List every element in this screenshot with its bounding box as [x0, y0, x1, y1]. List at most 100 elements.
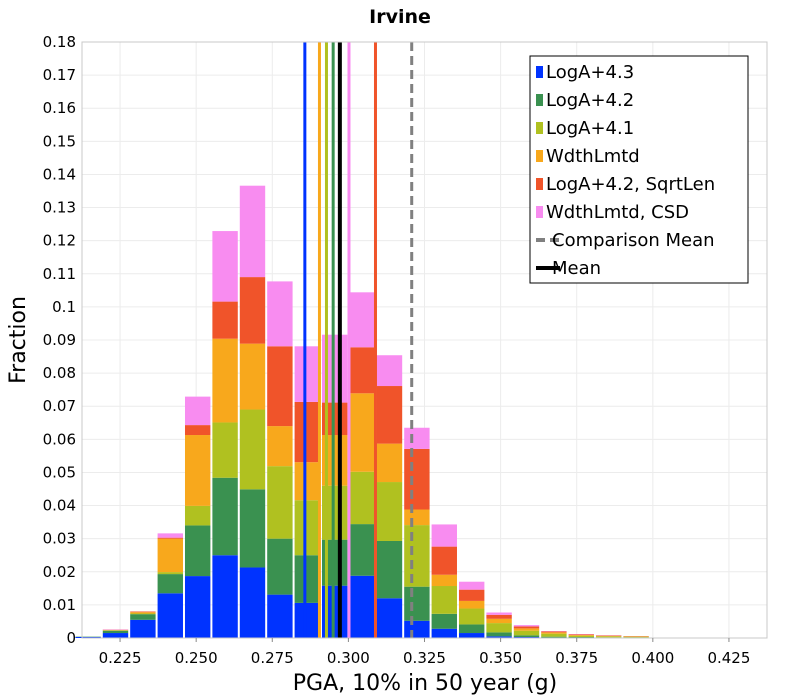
bar-loga-4-2-sqrtlen-bin-13	[431, 546, 457, 575]
bar-wdthlmtd-csd-bin-10	[349, 292, 375, 348]
bar-wdthlmtd-csd-bin-7	[267, 281, 293, 347]
y-tick-label: 0.18	[43, 33, 76, 51]
bar-loga-4-2-bin-15	[486, 632, 512, 637]
bar-loga-4-3-bin-14	[458, 633, 485, 638]
bar-loga-4-3-bin-3	[157, 593, 183, 638]
legend-label: WdthLmtd	[546, 146, 640, 167]
y-tick-label: 0.1	[52, 298, 76, 316]
bar-wdthlmtd-csd-bin-16	[513, 625, 540, 627]
bar-loga-4-2-bin-10	[349, 524, 375, 576]
bar-loga-4-2-sqrtlen-bin-5	[212, 301, 238, 339]
y-tick-label: 0.17	[43, 66, 76, 84]
bar-loga-4-3-bin-1	[102, 633, 129, 638]
y-tick-label: 0.03	[43, 530, 76, 548]
bar-wdthlmtd-csd-bin-3	[157, 533, 183, 538]
y-tick-label: 0.09	[43, 331, 76, 349]
bar-loga-4-3-bin-15	[486, 636, 512, 638]
y-tick-label: 0.01	[43, 596, 76, 614]
chart-title: Irvine	[369, 6, 431, 28]
bar-loga-4-2-bin-1	[102, 630, 129, 634]
bar-wdthlmtd-bin-14	[458, 600, 485, 609]
x-tick-label: 0.250	[175, 649, 218, 667]
bar-wdthlmtd-bin-5	[212, 338, 238, 423]
bar-wdthlmtd-csd-bin-5	[212, 231, 238, 302]
legend-label: LogA+4.3	[546, 62, 634, 83]
bar-loga-4-1-bin-17	[541, 633, 567, 637]
bar-wdthlmtd-bin-4	[184, 435, 211, 506]
bar-loga-4-3-bin-13	[431, 628, 457, 638]
y-axis-ticks: 0 0.01 0.02 0.03 0.04 0.05 0.06 0.07 0.08 0.09 0.1…	[43, 33, 76, 647]
bar-loga-4-1-bin-20	[623, 636, 649, 638]
bar-loga-4-3-bin-2	[130, 619, 156, 638]
y-tick-label: 0.04	[43, 497, 76, 515]
bar-wdthlmtd-bin-6	[239, 343, 266, 410]
bar-wdthlmtd-csd-bin-4	[184, 396, 211, 426]
y-axis-label: Fraction	[6, 296, 31, 384]
bar-loga-4-3-bin-11	[376, 598, 403, 638]
bar-wdthlmtd-bin-19	[595, 635, 622, 637]
bar-loga-4-2-bin-8	[294, 555, 320, 603]
bar-loga-4-3-bin-5	[212, 555, 238, 638]
y-tick-label: 0.12	[43, 232, 76, 250]
bar-loga-4-3-bin-7	[267, 594, 293, 638]
bar-loga-4-2-bin-6	[239, 489, 266, 568]
legend-swatch	[536, 150, 543, 162]
bar-wdthlmtd-bin-12	[404, 509, 430, 526]
bar-wdthlmtd-bin-15	[486, 618, 512, 624]
legend-swatch	[536, 178, 543, 190]
bar-loga-4-1-bin-4	[184, 505, 211, 526]
x-axis-label: PGA, 10% in 50 year (g)	[293, 671, 557, 696]
bar-loga-4-2-sqrtlen-bin-14	[458, 589, 485, 601]
bar-loga-4-1-bin-12	[404, 525, 430, 587]
bar-loga-4-2-bin-18	[568, 637, 594, 638]
bar-loga-4-2-bin-16	[513, 635, 540, 638]
bar-loga-4-2-bin-4	[184, 525, 211, 577]
bar-loga-4-2-sqrtlen-bin-2	[130, 611, 156, 613]
bar-wdthlmtd-bin-18	[568, 635, 594, 636]
bar-wdthlmtd-csd-bin-13	[431, 524, 457, 547]
bar-loga-4-1-bin-3	[157, 572, 183, 575]
bar-loga-4-1-bin-14	[458, 608, 485, 625]
x-tick-label: 0.225	[99, 649, 142, 667]
legend-label: Mean	[552, 258, 601, 279]
bar-wdthlmtd-bin-10	[349, 393, 375, 472]
bar-loga-4-1-bin-13	[431, 586, 457, 614]
x-tick-label: 0.375	[555, 649, 598, 667]
bar-loga-4-2-bin-7	[267, 538, 293, 595]
bar-loga-4-3-bin-10	[349, 575, 375, 638]
bar-loga-4-2-bin-12	[404, 586, 430, 621]
bar-wdthlmtd-bin-3	[157, 538, 183, 573]
bar-loga-4-2-bin-5	[212, 477, 238, 556]
vertical-mean-lines	[303, 42, 414, 638]
bar-loga-4-1-bin-2	[130, 613, 156, 615]
bar-loga-4-2-sqrtlen-bin-18	[568, 634, 594, 636]
bar-loga-4-3-bin-4	[184, 576, 211, 638]
y-tick-label: 0.15	[43, 132, 76, 150]
bar-loga-4-2-bin-2	[130, 614, 156, 620]
bar-loga-4-1-bin-16	[513, 630, 540, 636]
bar-loga-4-2-sqrtlen-bin-16	[513, 626, 540, 629]
bar-wdthlmtd-csd-bin-8	[294, 346, 320, 402]
bar-loga-4-3-bin-12	[404, 620, 430, 638]
y-tick-label: 0.14	[43, 165, 76, 183]
y-tick-label: 0.13	[43, 199, 76, 217]
legend-swatch	[536, 122, 543, 134]
bar-wdthlmtd-bin-11	[376, 443, 403, 483]
bar-loga-4-1-bin-8	[294, 500, 320, 556]
y-tick-label: 0	[66, 629, 76, 647]
bar-loga-4-2-sqrtlen-bin-6	[239, 277, 266, 344]
legend: LogA+4.3 LogA+4.2 LogA+4.1 WdthLmtd LogA+4.2…	[529, 55, 749, 284]
bar-wdthlmtd-bin-2	[130, 612, 156, 614]
legend-box	[529, 55, 749, 284]
bar-loga-4-1-bin-11	[376, 482, 403, 541]
bar-wdthlmtd-bin-16	[513, 628, 540, 631]
bar-loga-4-2-sqrtlen-bin-7	[267, 346, 293, 427]
bar-wdthlmtd-csd-bin-15	[486, 612, 512, 615]
legend-label: WdthLmtd, CSD	[546, 202, 689, 223]
bar-loga-4-1-bin-10	[349, 471, 375, 525]
bar-loga-4-2-sqrtlen-bin-12	[404, 448, 430, 510]
bar-loga-4-1-bin-5	[212, 422, 238, 478]
bar-loga-4-1-bin-15	[486, 623, 512, 633]
y-tick-label: 0.05	[43, 463, 76, 481]
